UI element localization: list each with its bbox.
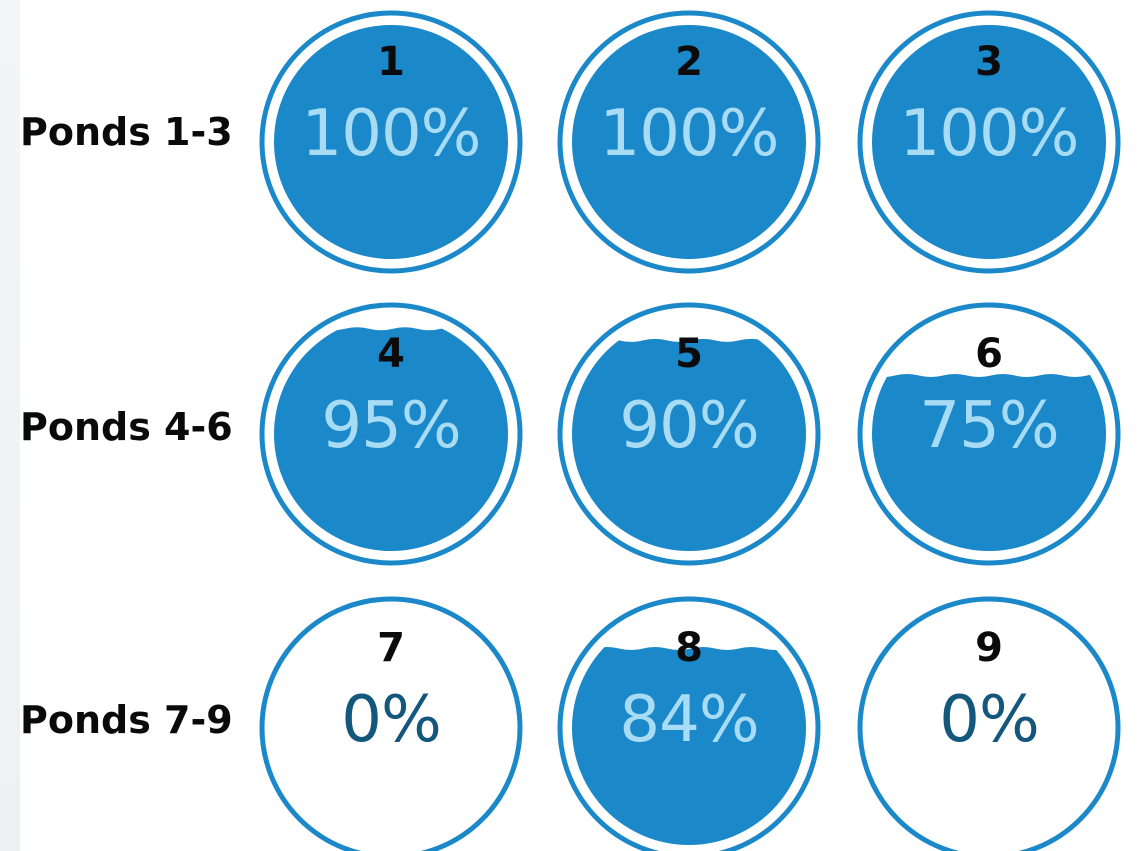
row-label-ponds-4-6: Ponds 4-6 [20,405,233,449]
pond-gauge-9[interactable]: 9 0% [857,596,1121,851]
pond-gauge-graphic [259,596,523,851]
pond-fill-percent: 95% [321,389,461,463]
pond-water-fill [274,327,508,551]
pond-water-fill [872,25,1106,259]
pond-number: 3 [975,39,1003,85]
pond-gauge-8[interactable]: 8 84% [557,596,821,851]
pond-number: 8 [675,625,703,671]
pond-gauge-graphic [259,302,523,566]
pond-number: 7 [377,625,405,671]
pond-gauge-graphic [857,10,1121,274]
pond-gauge-5[interactable]: 5 90% [557,302,821,566]
left-background-stripe [0,0,20,851]
pond-outer-ring [857,596,1121,851]
pond-gauge-6[interactable]: 6 75% [857,302,1121,566]
pond-fill-percent: 100% [599,97,780,171]
pond-gauge-graphic [857,302,1121,566]
pond-gauge-2[interactable]: 2 100% [557,10,821,274]
pond-gauge-graphic [557,10,821,274]
pond-fill-percent: 0% [939,683,1040,757]
row-label-ponds-7-9: Ponds 7-9 [20,698,233,742]
pond-number: 5 [675,331,703,377]
pond-water-fill [274,25,508,259]
pond-gauge-3[interactable]: 3 100% [857,10,1121,274]
pond-water-fill [572,25,806,259]
pond-gauge-7[interactable]: 7 0% [259,596,523,851]
pond-number: 2 [675,39,703,85]
pond-outer-ring [259,596,523,851]
pond-fill-percent: 100% [899,97,1080,171]
pond-fill-percent: 100% [301,97,482,171]
pond-gauge-4[interactable]: 4 95% [259,302,523,566]
pond-number: 1 [377,39,405,85]
pond-fill-percent: 84% [619,683,759,757]
pond-gauge-graphic [557,596,821,851]
pond-gauge-graphic [259,10,523,274]
row-label-ponds-1-3: Ponds 1-3 [20,110,233,154]
pond-fill-percent: 90% [619,389,759,463]
pond-gauge-1[interactable]: 1 100% [259,10,523,274]
pond-gauge-graphic [557,302,821,566]
pond-fill-percent: 0% [341,683,442,757]
pond-number: 6 [975,331,1003,377]
pond-water-fill [572,646,806,845]
pond-number: 4 [377,331,405,377]
pond-water-fill [572,338,806,551]
pond-number: 9 [975,625,1003,671]
pond-fill-percent: 75% [919,389,1059,463]
pond-gauge-graphic [857,596,1121,851]
